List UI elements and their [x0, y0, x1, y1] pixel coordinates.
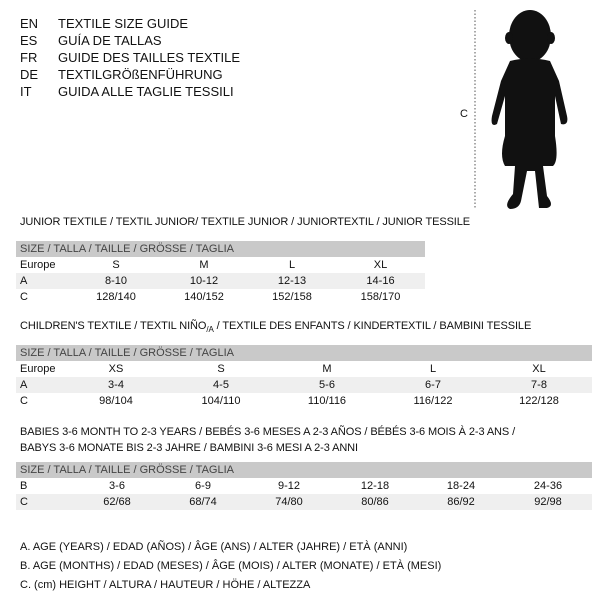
babies-section-title: BABIES 3-6 MONTH TO 2-3 YEARS / BEBÉS 3-…: [20, 424, 515, 456]
size-header: SIZE / TALLA / TAILLE / GRÖSSE / TAGLIA: [16, 345, 592, 361]
cell: 128/140: [96, 291, 136, 303]
cell: 10-12: [160, 273, 248, 289]
title-es: ES GUÍA DE TALLAS: [20, 32, 240, 49]
cell: 3-6: [109, 480, 125, 492]
cell: 158/170: [360, 291, 401, 303]
children-section-title: CHILDREN'S TEXTILE / TEXTIL NIÑO/A / TEX…: [20, 318, 531, 338]
cell: 12-18: [360, 480, 390, 492]
cell: 104/110: [201, 395, 241, 407]
cell: 110/116: [307, 395, 347, 407]
row-label: C: [20, 291, 28, 303]
cell: XS: [108, 363, 124, 375]
height-label: C: [460, 108, 468, 120]
children-size-table: SIZE / TALLA / TAILLE / GRÖSSE / TAGLIA …: [16, 345, 592, 409]
cell: 122/128: [519, 395, 559, 407]
cell: 62/68: [74, 494, 160, 510]
cell: S: [112, 259, 120, 271]
table-row: A 8-10 10-12 12-13 14-16: [16, 273, 425, 289]
lang-title: TEXTILGRÖßENFÜHRUNG: [58, 67, 223, 82]
row-label: A: [16, 273, 72, 289]
title-part: CHILDREN'S TEXTILE / TEXTIL NIÑO: [20, 320, 207, 332]
title-part: / TEXTILE DES ENFANTS / KINDERTEXTIL / B…: [213, 320, 532, 332]
legend-item: C. (cm) HEIGHT / ALTURA / HAUTEUR / HÖHE…: [20, 579, 311, 591]
table-row: C 128/140 140/152 152/158 158/170: [16, 289, 425, 305]
cell: 74/80: [246, 494, 332, 510]
table-row: Europe XS S M L XL: [16, 361, 592, 377]
lang-title: GUIDE DES TAILLES TEXTILE: [58, 50, 241, 65]
cell: S: [217, 363, 225, 375]
table-row: C 98/104 104/110 110/116 116/122 122/128: [16, 393, 592, 409]
title-de: DE TEXTILGRÖßENFÜHRUNG: [20, 66, 240, 83]
lang-code: IT: [20, 84, 32, 99]
cell: 80/86: [332, 494, 418, 510]
junior-section-title: JUNIOR TEXTILE / TEXTIL JUNIOR/ TEXTILE …: [20, 216, 471, 228]
cell: 18-24: [446, 480, 476, 492]
cell: 8-10: [72, 273, 160, 289]
lang-code: ES: [20, 33, 38, 48]
table-row: B 3-6 6-9 9-12 12-18 18-24 24-36: [16, 478, 592, 494]
cell: 24-36: [533, 480, 563, 492]
cell: 140/152: [184, 291, 224, 303]
lang-code: DE: [20, 67, 39, 82]
cell: L: [288, 259, 296, 271]
junior-size-table: SIZE / TALLA / TAILLE / GRÖSSE / TAGLIA …: [16, 241, 425, 305]
cell: XL: [373, 259, 388, 271]
cell: 98/104: [99, 395, 133, 407]
lang-title: GUÍA DE TALLAS: [58, 33, 162, 48]
cell: 5-6: [274, 377, 380, 393]
legend: A. AGE (YEARS) / EDAD (AÑOS) / ÂGE (ANS)…: [20, 538, 441, 595]
table-row: A 3-4 4-5 5-6 6-7 7-8: [16, 377, 592, 393]
row-label: B: [20, 480, 28, 492]
title-it: IT GUIDA ALLE TAGLIE TESSILI: [20, 83, 240, 100]
cell: 6-7: [380, 377, 486, 393]
lang-title: GUIDA ALLE TAGLIE TESSILI: [58, 84, 234, 99]
row-label: C: [20, 395, 28, 407]
cell: 7-8: [486, 377, 592, 393]
title-part: /A: [206, 325, 214, 335]
cell: 92/98: [504, 494, 592, 510]
table-row: Europe S M L XL: [16, 257, 425, 273]
babies-size-table: SIZE / TALLA / TAILLE / GRÖSSE / TAGLIA …: [16, 462, 592, 510]
lang-code: FR: [20, 50, 38, 65]
cell: 86/92: [418, 494, 504, 510]
table-row: C 62/68 68/74 74/80 80/86 86/92 92/98: [16, 494, 592, 510]
cell: 116/122: [413, 395, 453, 407]
guide-title-list: EN TEXTILE SIZE GUIDE ES GUÍA DE TALLAS FR…: [20, 15, 240, 100]
legend-item: A. AGE (YEARS) / EDAD (AÑOS) / ÂGE (ANS)…: [20, 541, 408, 553]
cell: 9-12: [277, 480, 301, 492]
row-label: Europe: [20, 363, 56, 375]
cell: 152/158: [272, 291, 312, 303]
title-line: BABYS 3-6 MONATE BIS 2-3 JAHRE / BAMBINI…: [20, 442, 358, 454]
title-en: EN TEXTILE SIZE GUIDE: [20, 15, 240, 32]
cell: L: [429, 363, 437, 375]
row-label: C: [16, 494, 74, 510]
baby-silhouette-icon: [474, 10, 568, 209]
size-header: SIZE / TALLA / TAILLE / GRÖSSE / TAGLIA: [16, 241, 425, 257]
legend-item: B. AGE (MONTHS) / EDAD (MESES) / ÂGE (MO…: [20, 560, 442, 572]
cell: M: [322, 363, 332, 375]
lang-code: EN: [20, 16, 39, 31]
cell: XL: [532, 363, 546, 375]
cell: 68/74: [160, 494, 246, 510]
lang-title: TEXTILE SIZE GUIDE: [58, 16, 189, 31]
cell: 4-5: [168, 377, 274, 393]
cell: 3-4: [64, 377, 168, 393]
row-label: A: [16, 377, 64, 393]
cell: M: [199, 259, 209, 271]
title-line: BABIES 3-6 MONTH TO 2-3 YEARS / BEBÉS 3-…: [20, 426, 516, 438]
size-header: SIZE / TALLA / TAILLE / GRÖSSE / TAGLIA: [16, 462, 592, 478]
cell: 6-9: [195, 480, 211, 492]
row-label: Europe: [20, 259, 56, 271]
cell: 12-13: [248, 273, 336, 289]
cell: 14-16: [336, 273, 425, 289]
title-fr: FR GUIDE DES TAILLES TEXTILE: [20, 49, 240, 66]
